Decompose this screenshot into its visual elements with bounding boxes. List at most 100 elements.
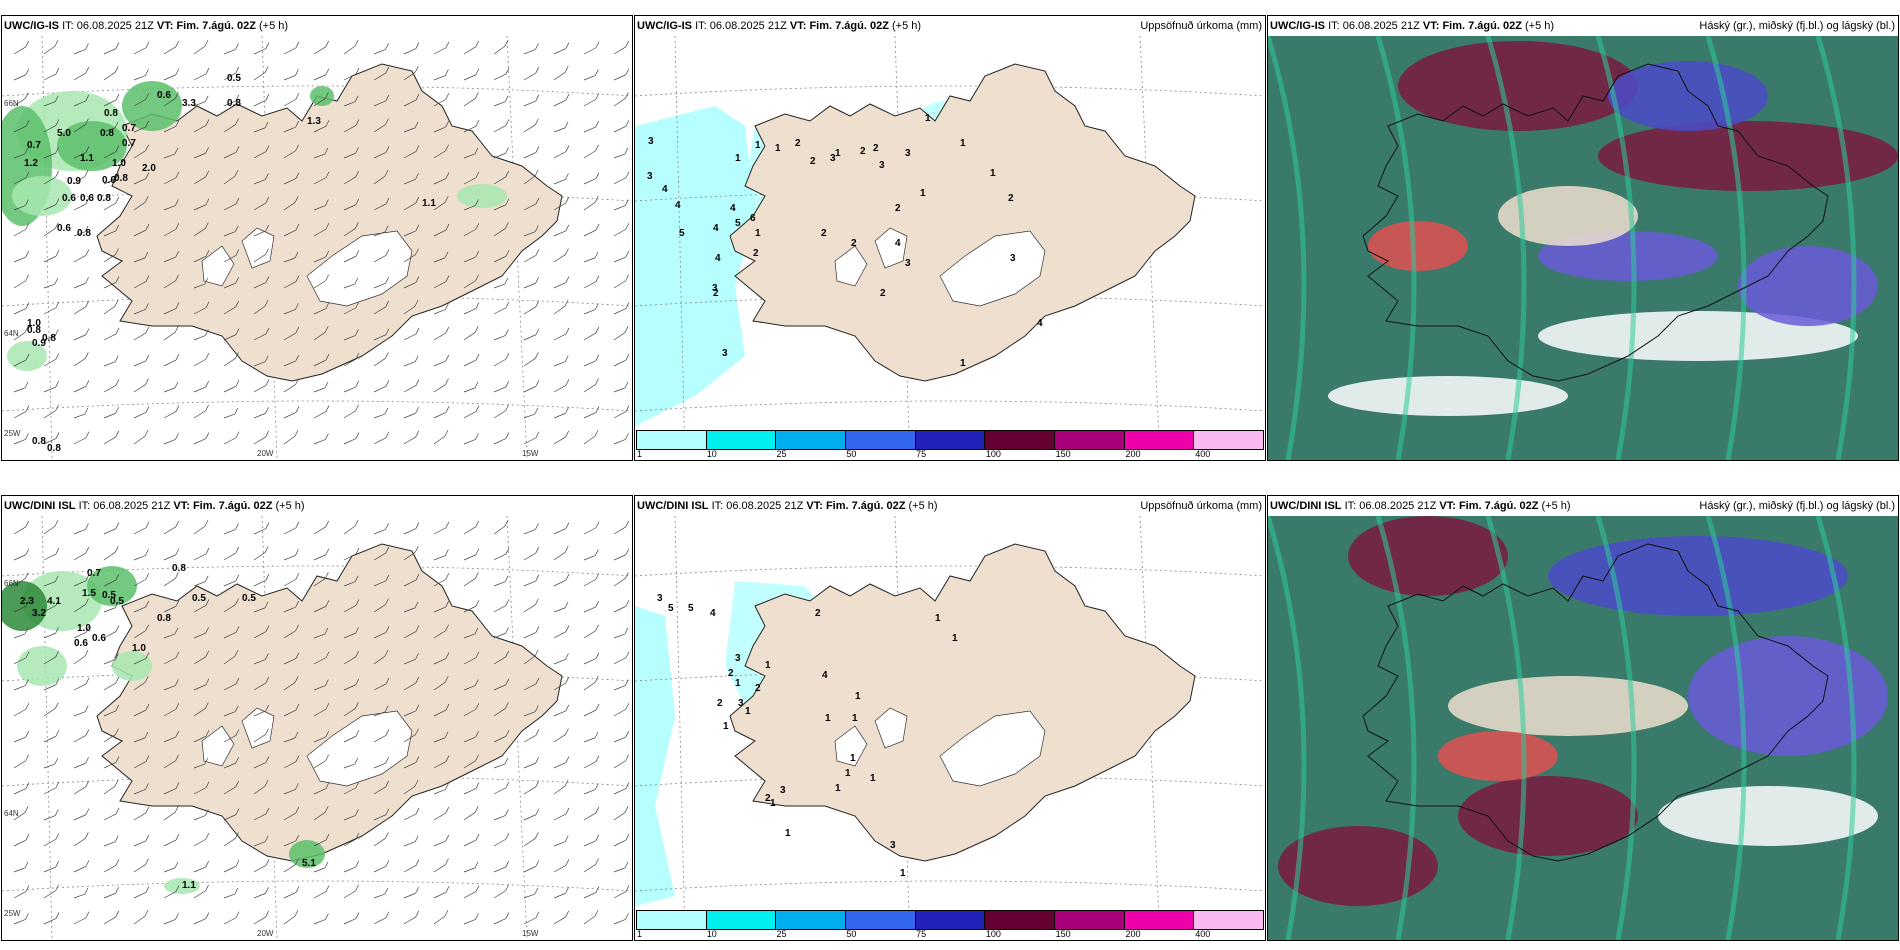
value-label: 0.7 bbox=[122, 123, 136, 134]
latitude-line bbox=[635, 880, 1265, 892]
value-label: 1 bbox=[770, 798, 776, 809]
legend-swatch bbox=[915, 431, 986, 449]
precip-legend: 1 10 25 50 75 100 150 200 400 bbox=[635, 908, 1265, 940]
value-label: 3 bbox=[780, 785, 786, 796]
value-label: 3.2 bbox=[32, 608, 46, 619]
panel-header: UWC/DINI ISL IT: 06.08.2025 21Z VT: Fim.… bbox=[635, 496, 1265, 516]
legend-swatch bbox=[1194, 431, 1264, 449]
glacier bbox=[306, 710, 413, 787]
precip-rate-shading bbox=[2, 81, 507, 371]
value-label: 0.9 bbox=[32, 338, 46, 349]
legend-tick: 150 bbox=[1055, 449, 1071, 459]
legend-swatch bbox=[637, 911, 707, 929]
wind-panel-igis: UWC/IG-IS IT: 06.08.2025 21Z VT: Fim. 7.… bbox=[1, 15, 633, 461]
value-label: 0.5 bbox=[102, 590, 116, 601]
value-label: 0.7 bbox=[122, 138, 136, 149]
legend-tick: 1 bbox=[637, 929, 643, 939]
legend-tick: 10 bbox=[706, 929, 717, 939]
cloud-map[interactable] bbox=[1268, 36, 1898, 460]
value-label: 3 bbox=[905, 258, 911, 269]
value-label: 1.1 bbox=[80, 153, 94, 164]
value-label: 4.1 bbox=[47, 596, 61, 607]
value-label: 2 bbox=[810, 156, 816, 167]
wind-map[interactable]: 0.7 0.80.52.3 4.13.21.5 0.50.51.00.6 0.60.50… bbox=[2, 516, 632, 940]
longitude-line bbox=[894, 36, 911, 460]
value-label: 0.8 bbox=[42, 333, 56, 344]
legend-swatch bbox=[776, 431, 847, 449]
value-label: 1 bbox=[835, 148, 841, 159]
value-label: 0.6 bbox=[74, 638, 88, 649]
panel-header: UWC/DINI ISL IT: 06.08.2025 21Z VT: Fim.… bbox=[2, 496, 632, 516]
precip-rate-shading bbox=[2, 566, 325, 894]
value-label: 1 bbox=[855, 691, 861, 702]
value-label: 1.1 bbox=[422, 198, 436, 209]
iceland-outline bbox=[1362, 63, 1829, 382]
legend-tick: 50 bbox=[846, 449, 857, 459]
value-label: 4 bbox=[710, 608, 716, 619]
value-label: 1 bbox=[723, 721, 729, 732]
cloud-panel-igis: UWC/IG-IS IT: 06.08.2025 21Z VT: Fim. 7.… bbox=[1267, 15, 1899, 461]
axis-labels: 20W 15W 25W 66N 64N bbox=[4, 99, 539, 458]
value-label: 1 bbox=[735, 153, 741, 164]
value-label: 0.6 bbox=[80, 193, 94, 204]
value-label: 0.8 bbox=[32, 436, 46, 447]
legend-swatch bbox=[776, 911, 847, 929]
value-label: 0.9 bbox=[67, 176, 81, 187]
glacier bbox=[241, 707, 275, 749]
legend-swatch bbox=[985, 911, 1056, 929]
longitude-line bbox=[674, 36, 686, 460]
iceland-landmass bbox=[729, 63, 1196, 382]
glacier bbox=[874, 227, 908, 269]
value-label: 2 bbox=[728, 668, 734, 679]
value-label: 1.0 bbox=[112, 158, 126, 169]
legend-tick: 200 bbox=[1125, 929, 1141, 939]
value-label: 0.8 bbox=[77, 228, 91, 239]
precip-legend: 1 10 25 50 75 100 150 200 400 bbox=[635, 428, 1265, 460]
legend-swatch bbox=[1194, 911, 1264, 929]
latitude-line bbox=[635, 85, 1265, 97]
glacier bbox=[939, 710, 1046, 787]
glacier bbox=[201, 725, 235, 767]
value-label: 0.5 bbox=[192, 593, 206, 604]
glacier bbox=[939, 230, 1046, 307]
lat-label: 66N bbox=[4, 579, 19, 588]
value-label: 1.0 bbox=[27, 318, 41, 329]
value-label: 2 bbox=[821, 228, 827, 239]
legend-tick: 75 bbox=[916, 929, 927, 939]
value-label: 1 bbox=[785, 828, 791, 839]
value-label: 5.1 bbox=[302, 858, 316, 869]
legend-swatch bbox=[1124, 431, 1195, 449]
cloud-layers bbox=[1268, 516, 1888, 940]
value-label: 2 bbox=[880, 288, 886, 299]
legend-tick: 75 bbox=[916, 449, 927, 459]
value-label: 1 bbox=[870, 773, 876, 784]
value-label: 2 bbox=[851, 238, 857, 249]
value-label: 0.6 bbox=[62, 193, 76, 204]
cloud-map[interactable] bbox=[1268, 516, 1898, 940]
lat-label: 64N bbox=[4, 809, 19, 818]
value-label: 1.0 bbox=[77, 623, 91, 634]
longitude-line bbox=[506, 516, 528, 940]
value-label: 4 bbox=[662, 184, 668, 195]
value-label: 0.5 bbox=[227, 73, 241, 84]
value-label: 1 bbox=[920, 188, 926, 199]
legend-swatch bbox=[1055, 431, 1125, 449]
lon-label: 15W bbox=[522, 929, 539, 938]
value-label: 1 bbox=[845, 768, 851, 779]
value-label: 1 bbox=[735, 678, 741, 689]
lat-label: 66N bbox=[4, 99, 19, 108]
wind-barbs bbox=[13, 39, 630, 445]
glacier bbox=[834, 725, 868, 767]
wind-map[interactable]: 0.50.80.63.35.00.80.71.10.71.30.82.01.20… bbox=[2, 36, 632, 460]
legend-ticks: 1 10 25 50 75 100 150 200 400 bbox=[636, 929, 1264, 940]
value-label: 3 bbox=[712, 283, 718, 294]
value-label: 2.0 bbox=[142, 163, 156, 174]
legend-tick: 50 bbox=[846, 929, 857, 939]
cloud-panel-dini: UWC/DINI ISL IT: 06.08.2025 21Z VT: Fim.… bbox=[1267, 495, 1899, 941]
legend-tick: 100 bbox=[985, 929, 1001, 939]
value-label: 1.1 bbox=[182, 880, 196, 891]
value-label: 2 bbox=[713, 288, 719, 299]
